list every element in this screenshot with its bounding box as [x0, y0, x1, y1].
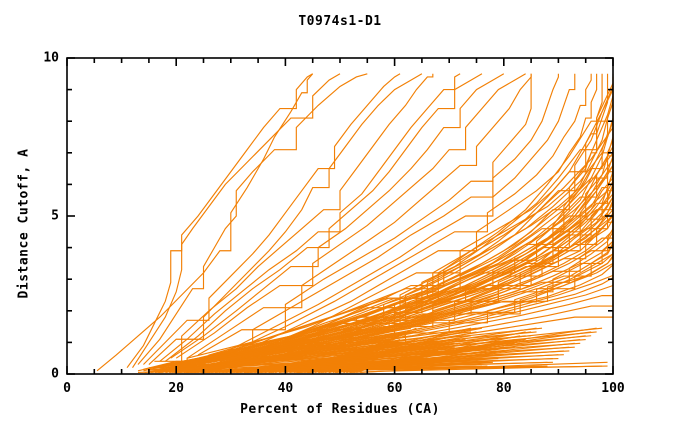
x-tick-label-80: 80	[495, 381, 512, 396]
curve-baseline-114	[314, 350, 499, 373]
curve-model-08	[159, 73, 461, 362]
curve-model-66	[165, 206, 614, 370]
curve-baseline-97	[207, 331, 406, 373]
curve-baseline-118	[356, 335, 521, 373]
curve-baseline-105	[244, 342, 450, 373]
x-axis-label: Percent of Residues (CA)	[240, 402, 440, 417]
axes-frame	[66, 57, 614, 375]
curve-model-63	[148, 178, 614, 371]
curve-model-14	[208, 73, 559, 356]
curve-model-06	[148, 73, 423, 365]
curve-model-02	[126, 73, 313, 369]
x-tick-label-0: 0	[63, 381, 71, 396]
curve-model-16	[230, 73, 592, 353]
curve-baseline-115	[325, 346, 504, 373]
curve-baseline-103	[246, 350, 439, 373]
curve-model-11	[175, 73, 526, 359]
y-tick-label-10: 10	[43, 50, 59, 66]
curve-model-15	[219, 73, 576, 356]
curve-model-03	[132, 73, 341, 368]
y-tick-label-5: 5	[51, 208, 59, 224]
curve-model-09	[164, 73, 483, 362]
x-tick-label-100: 100	[601, 381, 625, 396]
curve-baseline-98	[194, 327, 412, 373]
curve-model-10	[170, 73, 505, 359]
curve-baseline-109	[285, 327, 472, 373]
curve-baseline-106	[254, 339, 455, 373]
curve-baseline-89	[360, 361, 608, 373]
curve-baseline-93	[165, 346, 384, 373]
curve-model-07	[154, 73, 434, 362]
curve-model-04	[137, 73, 368, 365]
curve-model-64	[154, 190, 614, 371]
curve-model-46	[170, 159, 614, 367]
x-tick-label-60: 60	[386, 381, 403, 396]
curve-model-65	[159, 200, 614, 370]
y-tick-label-0: 0	[51, 366, 59, 382]
y-axis-label: Distance Cutoff, A	[16, 148, 32, 299]
curve-model-13	[197, 73, 532, 356]
curve-baseline-54	[324, 327, 417, 373]
curve-model-41	[143, 127, 614, 370]
data-curves	[96, 73, 614, 373]
curve-model-01	[96, 73, 314, 372]
x-tick-label-20: 20	[168, 381, 185, 396]
curve-baseline-94	[176, 342, 390, 373]
x-tick-label-40: 40	[277, 381, 294, 396]
curve-baseline-119	[343, 331, 526, 373]
curve-model-25	[170, 95, 614, 366]
curve-model-12	[186, 73, 532, 359]
page-title: T0974s1-D1	[298, 14, 382, 29]
curve-model-05	[143, 73, 401, 365]
curve-model-67	[170, 212, 614, 369]
curve-model-17	[241, 73, 598, 353]
